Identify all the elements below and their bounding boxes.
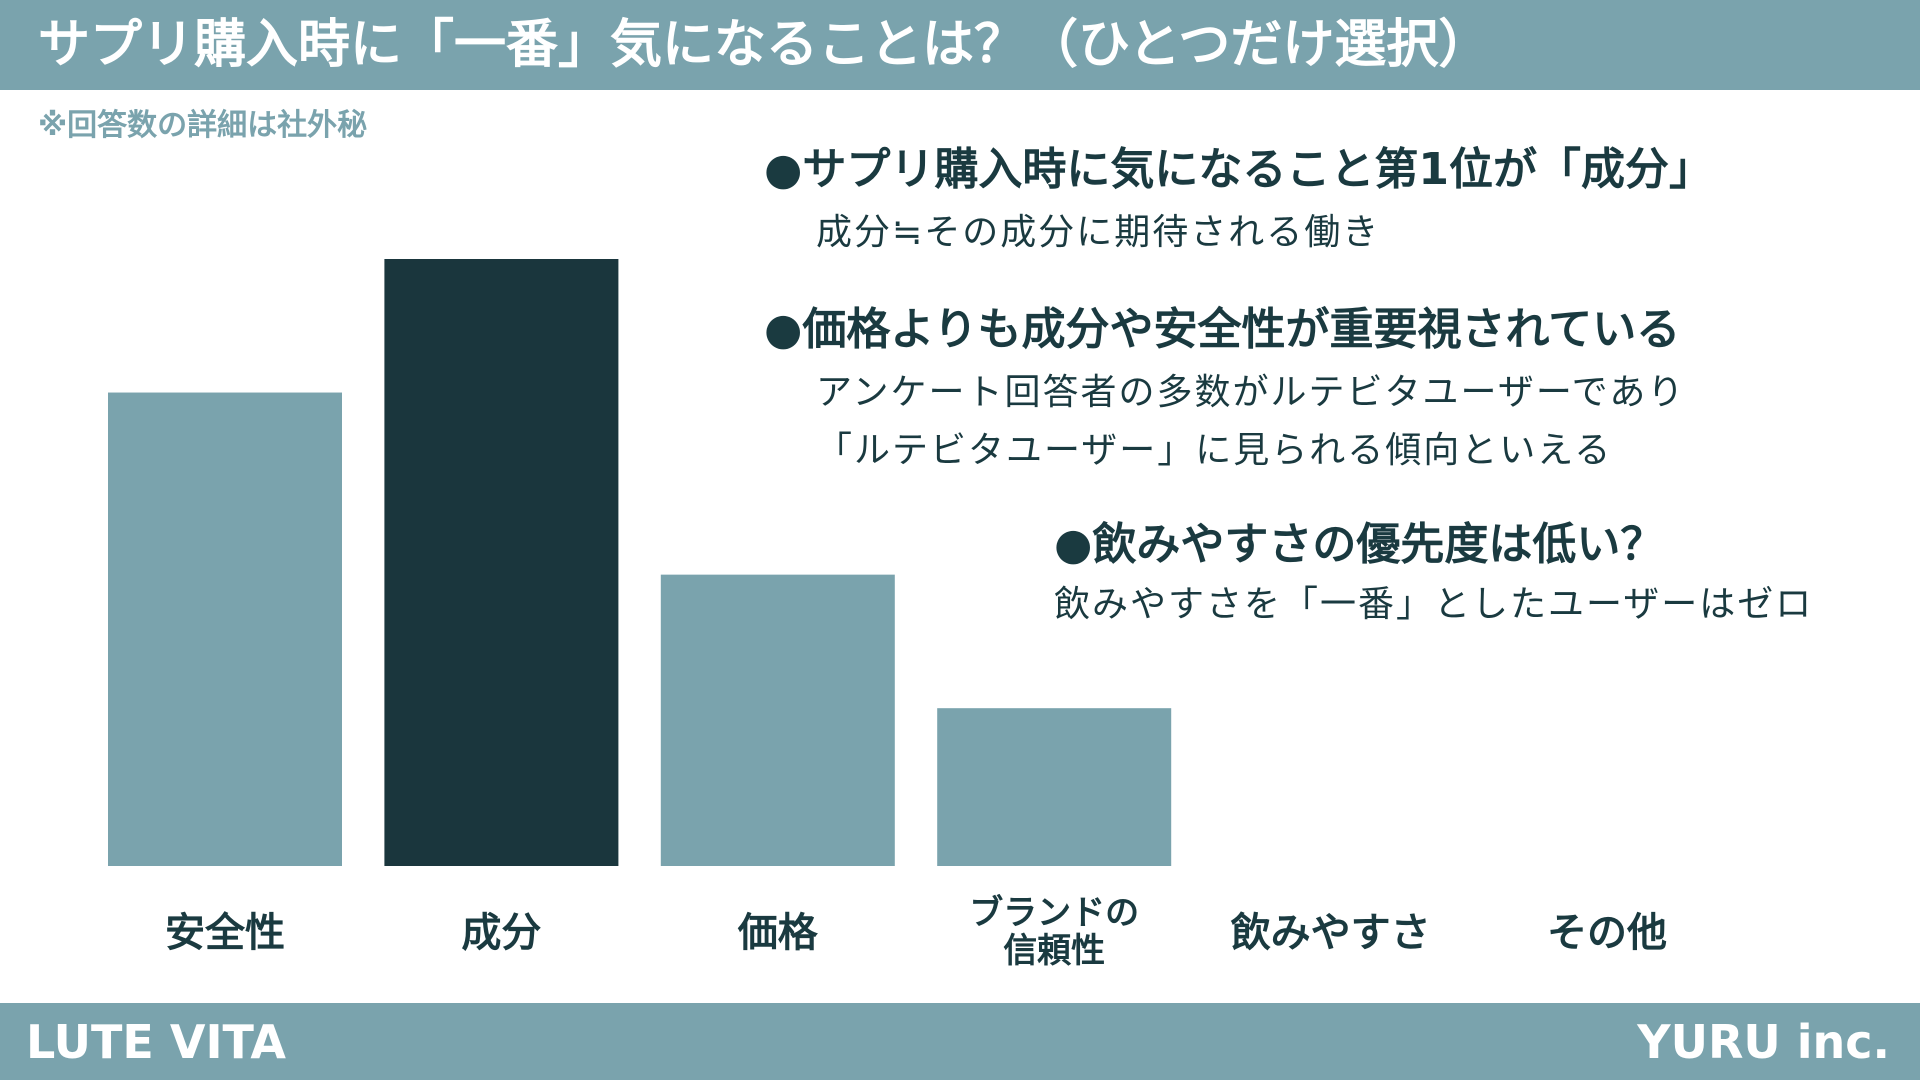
category-label-5: その他 bbox=[1547, 910, 1667, 956]
bullet-2-line-2: 「ルテビタユーザー」に見られる傾向といえる bbox=[816, 430, 1613, 471]
page-title: サプリ購入時に「一番」気になることは？（ひとつだけ選択） bbox=[38, 15, 1491, 75]
bar-3 bbox=[937, 708, 1172, 866]
bar-2 bbox=[660, 574, 895, 866]
footer-bar: LUTE VITA YURU inc. bbox=[0, 1003, 1920, 1080]
bar-0 bbox=[108, 392, 342, 866]
footer-brand: LUTE VITA bbox=[26, 1015, 286, 1069]
category-label-2: 価格 bbox=[737, 910, 818, 956]
header-bar: サプリ購入時に「一番」気になることは？（ひとつだけ選択） bbox=[0, 0, 1920, 90]
category-label-3: ブランドの 信頼性 bbox=[969, 893, 1140, 971]
bullet-3-line-1: 飲みやすさを「一番」としたユーザーはゼロ bbox=[1054, 584, 1814, 625]
category-label-1: 成分 bbox=[461, 910, 542, 956]
bullet-1-heading: ●サプリ購入時に気になること第1位が「成分」 bbox=[764, 144, 1714, 195]
category-label-4: 飲みやすさ bbox=[1230, 910, 1431, 956]
bar-1 bbox=[384, 259, 619, 866]
bullet-2-line-1: アンケート回答者の多数がルテビタユーザーであり bbox=[816, 372, 1686, 413]
bullet-3-heading: ●飲みやすさの優先度は低い？ bbox=[1054, 519, 1665, 570]
bullet-2-heading: ●価格よりも成分や安全性が重要視されている bbox=[764, 304, 1681, 355]
footer-company: YURU inc. bbox=[1637, 1015, 1890, 1069]
bullet-1-line-1: 成分≒その成分に期待される働き bbox=[816, 212, 1381, 253]
confidential-note: ※回答数の詳細は社外秘 bbox=[38, 108, 368, 143]
bar-chart bbox=[108, 259, 1172, 866]
category-label-0: 安全性 bbox=[165, 910, 285, 956]
